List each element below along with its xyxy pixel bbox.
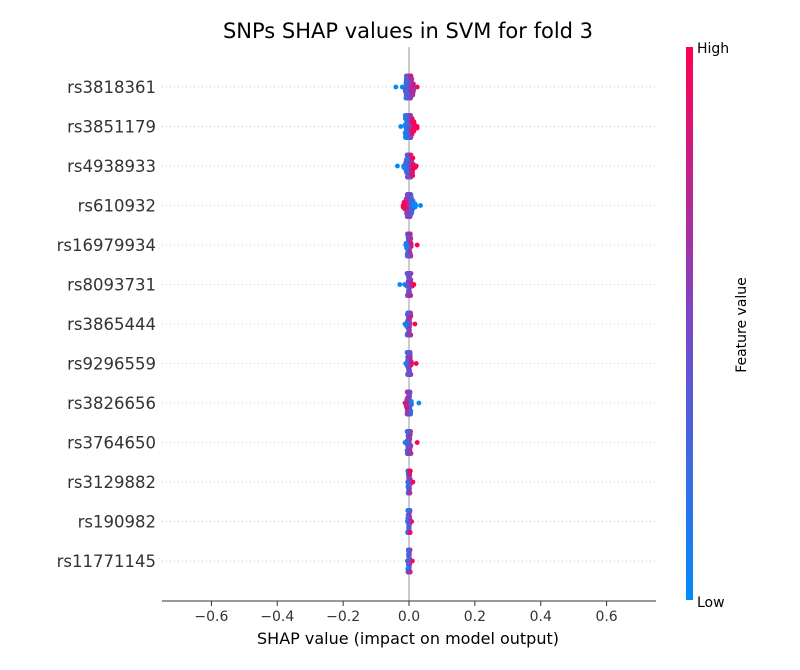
shap-dot: [404, 438, 410, 444]
shap-dot: [407, 490, 412, 496]
shap-dot: [406, 547, 412, 553]
shap-dot: [402, 86, 408, 91]
shap-dot: [404, 411, 410, 417]
shap-dot: [405, 372, 410, 377]
x-tick-label: −0.2: [326, 609, 360, 625]
shap-dot: [405, 174, 411, 180]
shap-dot: [407, 468, 413, 474]
shap-dot: [410, 81, 416, 87]
x-ticks: −0.6 −0.4 −0.2 0.0 0.2 0.4 0.6: [194, 601, 618, 625]
shap-dot: [410, 92, 416, 98]
shap-dots: [393, 73, 423, 575]
shap-dot: [403, 73, 409, 79]
shap-dot: [403, 241, 409, 246]
x-tick-label: 0.4: [530, 609, 552, 625]
x-tick-label: −0.6: [194, 609, 228, 625]
feature-label: rs3764650: [67, 434, 156, 453]
feature-label: rs9296559: [67, 355, 156, 374]
shap-dot: [412, 165, 418, 171]
shap-dot: [402, 206, 407, 212]
shap-dot: [406, 135, 411, 140]
x-tick-label: 0.0: [398, 609, 420, 625]
x-tick-label: 0.2: [464, 609, 486, 625]
shap-dot: [405, 508, 411, 513]
x-tick-label: −0.4: [260, 609, 294, 625]
feature-label: rs3129882: [67, 473, 156, 492]
shap-dot: [406, 332, 412, 338]
colorbar-title: Feature value: [734, 277, 750, 373]
shap-dot: [404, 405, 410, 411]
shap-dot: [408, 241, 414, 246]
shap-dot: [413, 361, 419, 366]
shap-dot: [398, 124, 404, 129]
shap-dot: [404, 195, 410, 200]
shap-dot: [407, 451, 412, 456]
feature-label: rs3851179: [67, 118, 156, 137]
shap-dot: [397, 282, 403, 287]
shap-dot: [414, 125, 420, 131]
shap-dot: [412, 321, 418, 327]
shap-dot: [408, 359, 414, 365]
shap-dot: [408, 152, 414, 158]
shap-dot: [408, 73, 414, 79]
shap-dot: [418, 203, 423, 208]
shap-dot: [407, 530, 413, 535]
feature-label: rs11771145: [57, 552, 156, 571]
shap-dot: [404, 389, 410, 395]
shap-dot: [403, 323, 409, 328]
feature-label: rs16979934: [57, 236, 156, 255]
shap-dot: [408, 280, 414, 286]
shap-dot: [401, 199, 407, 205]
x-axis-label: SHAP value (impact on model output): [257, 629, 559, 648]
shap-dot: [406, 310, 412, 316]
shap-dot: [411, 128, 417, 134]
shap-dot: [408, 113, 414, 118]
colorbar: [686, 47, 693, 600]
shap-dot: [405, 429, 411, 434]
shap-dot: [404, 362, 410, 368]
feature-label: rs3865444: [67, 315, 156, 334]
shap-dot: [402, 113, 408, 118]
shap-dot: [401, 165, 407, 171]
feature-label: rs8093731: [67, 276, 156, 295]
shap-dot: [414, 440, 420, 445]
shap-dot: [408, 399, 414, 404]
colorbar-low-label: Low: [697, 595, 725, 611]
shap-dot: [404, 245, 410, 251]
colorbar-high-label: High: [697, 41, 729, 57]
shap-dot: [403, 95, 409, 101]
shap-dot: [407, 293, 412, 298]
shap-dot: [408, 195, 414, 200]
shap-dot: [407, 271, 412, 276]
chart-title: SNPs SHAP values in SVM for fold 3: [223, 19, 593, 43]
feature-label: rs4938933: [67, 157, 156, 176]
shap-dot: [407, 214, 413, 219]
x-tick-label: 0.6: [595, 609, 617, 625]
shap-dot: [410, 173, 416, 179]
shap-dot: [414, 242, 420, 248]
shap-dot: [407, 253, 412, 259]
shap-dot: [393, 84, 399, 90]
shap-dot: [404, 397, 410, 403]
feature-label: rs610932: [78, 197, 156, 216]
shap-dot: [412, 201, 418, 207]
shap-dot: [416, 400, 422, 406]
shap-dot: [404, 170, 409, 175]
feature-label: rs3818361: [67, 78, 156, 97]
shap-dot: [395, 163, 400, 169]
feature-label: rs3826656: [67, 394, 156, 413]
shap-dot: [406, 569, 412, 575]
feature-label: rs190982: [78, 513, 156, 532]
shap-dot: [404, 283, 410, 289]
shap-dot: [405, 350, 411, 355]
shap-dot: [404, 157, 409, 163]
shap-dot: [407, 231, 412, 237]
feature-labels: rs3818361 rs3851179 rs4938933 rs610932 rs169…: [57, 78, 156, 571]
